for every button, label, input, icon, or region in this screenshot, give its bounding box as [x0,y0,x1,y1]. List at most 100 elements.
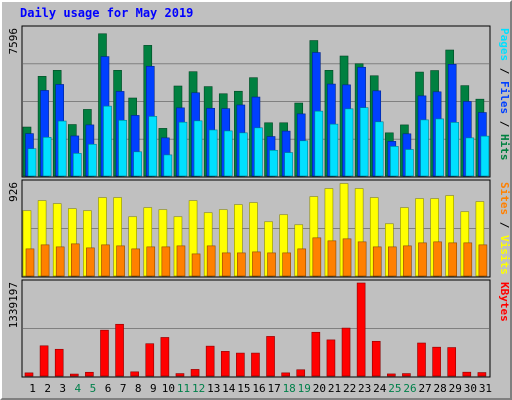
bar-kbytes-day-31 [477,372,487,377]
bar-pages-day-23 [359,107,369,177]
chart-title: Daily usage for May 2019 [20,6,193,20]
x-tick-label-day-6: 6 [105,382,112,395]
x-tick-label-day-23: 23 [358,382,371,395]
bar-sites-day-10 [161,246,171,277]
bar-sites-day-5 [86,247,95,277]
bar-sites-day-22 [342,238,352,277]
bar-sites-day-17 [267,252,276,277]
legend-entry-pages: Pages [498,28,511,61]
bar-sites-day-21 [327,240,337,277]
bar-pages-day-26 [405,149,414,177]
x-tick-label-day-2: 2 [44,382,51,395]
bar-pages-day-8 [133,151,142,177]
bar-kbytes-day-18 [281,372,290,377]
bar-kbytes-day-27 [417,342,426,377]
legend-hits-files-pages: Pages / Files / Hits [498,28,511,161]
x-tick-label-day-1: 1 [29,382,36,395]
bar-pages-day-20 [314,110,324,177]
bar-kbytes-day-20 [311,331,321,377]
y-axis-max-label-kbytes: 1339197 [7,282,20,328]
bar-pages-day-15 [239,132,248,177]
bar-sites-day-28 [433,241,442,277]
x-tick-label-day-7: 7 [120,382,127,395]
bar-sites-day-4 [70,243,80,277]
legend-kbytes: KBytes [498,282,511,322]
bar-kbytes-day-4 [69,373,79,377]
bar-pages-day-28 [435,118,444,177]
bar-kbytes-day-23 [356,282,366,377]
x-tick-label-day-8: 8 [135,382,142,395]
bar-kbytes-day-21 [326,339,336,377]
bar-kbytes-day-28 [432,346,441,377]
bar-pages-day-13 [208,129,218,177]
bar-pages-day-17 [269,149,278,177]
bar-sites-day-15 [237,252,246,277]
legend-entry-hits: Hits [498,134,511,161]
bar-pages-day-16 [254,127,263,177]
x-tick-label-day-5: 5 [90,382,97,395]
x-tick-label-day-16: 16 [252,382,265,395]
bar-kbytes-day-2 [39,345,49,377]
legend-entry-sites: Sites [498,182,511,215]
legend-entry-visits: Visits [498,235,511,275]
x-tick-label-day-28: 28 [434,382,447,395]
bar-sites-day-18 [282,252,291,277]
x-tick-label-day-13: 13 [207,382,220,395]
bar-sites-day-23 [357,241,367,277]
x-tick-label-day-19: 19 [298,382,311,395]
legend-separator: / [498,215,511,235]
bar-pages-day-6 [103,105,112,177]
bar-pages-day-11 [178,121,188,177]
bar-kbytes-day-25 [387,373,396,377]
x-tick-label-day-25: 25 [388,382,401,395]
bar-sites-day-6 [101,244,110,277]
bar-sites-day-16 [252,251,261,277]
x-tick-label-day-27: 27 [418,382,431,395]
x-tick-label-day-26: 26 [403,382,416,395]
bar-pages-day-10 [163,154,173,177]
bar-kbytes-day-17 [266,336,275,377]
x-tick-label-day-9: 9 [150,382,157,395]
y-axis-max-label-visits-sites: 926 [7,182,20,202]
legend-separator: / [498,114,511,134]
bar-pages-day-31 [480,135,490,177]
bar-sites-day-9 [146,246,156,277]
x-tick-label-day-29: 29 [449,382,462,395]
legend-separator: / [498,61,511,81]
bar-pages-day-5 [88,143,97,177]
x-tick-label-day-31: 31 [479,382,492,395]
bar-kbytes-day-1 [24,372,34,377]
bar-kbytes-day-6 [100,329,109,377]
bar-sites-day-8 [131,248,140,277]
legend-visits-sites: Sites / Visits [498,182,511,275]
bar-pages-day-7 [118,119,127,177]
bar-kbytes-day-9 [145,343,155,377]
bar-sites-day-19 [297,248,307,277]
bar-pages-day-19 [299,140,309,177]
bar-pages-day-27 [420,119,429,177]
bar-pages-day-22 [344,108,354,177]
bar-sites-day-1 [25,248,35,277]
bar-kbytes-day-30 [462,371,472,377]
bar-kbytes-day-13 [205,345,215,377]
bar-pages-day-29 [450,122,460,177]
legend-entry-kbytes: KBytes [498,282,511,322]
bar-kbytes-day-7 [115,323,124,377]
bar-pages-day-4 [72,153,82,177]
bar-kbytes-day-26 [402,373,411,377]
bar-pages-day-12 [193,120,203,177]
bar-sites-day-26 [403,245,412,277]
bar-pages-day-30 [465,137,475,177]
bar-sites-day-11 [176,245,186,277]
bar-pages-day-21 [329,123,339,177]
bar-sites-day-3 [55,246,65,277]
x-tick-label-day-11: 11 [177,382,190,395]
bar-kbytes-day-24 [371,340,381,377]
x-tick-label-day-18: 18 [283,382,296,395]
x-tick-label-day-21: 21 [328,382,341,395]
bar-sites-day-20 [312,237,322,277]
bar-pages-day-18 [284,152,293,177]
bar-pages-day-3 [57,120,67,177]
x-tick-label-day-4: 4 [75,382,82,395]
x-tick-label-day-24: 24 [373,382,387,395]
